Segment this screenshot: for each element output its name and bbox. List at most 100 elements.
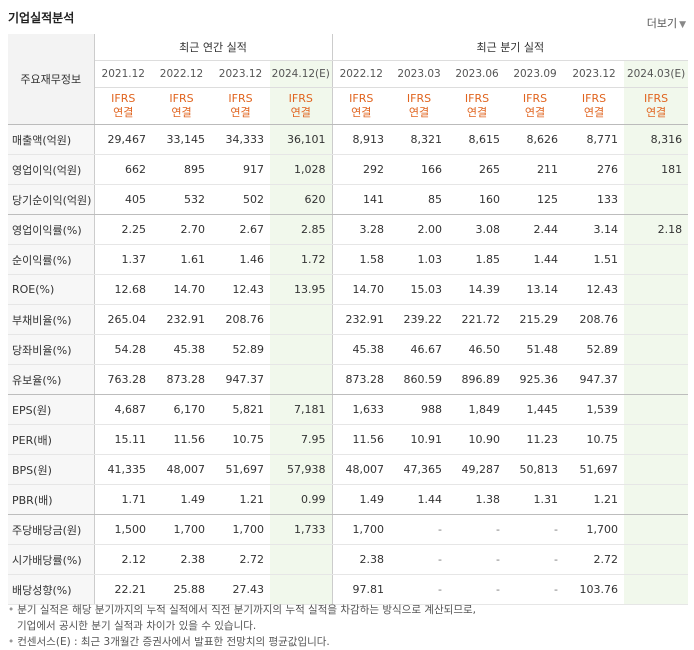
table-cell: 1.61 (152, 244, 211, 275)
row-label: PBR(배) (8, 484, 95, 515)
table-cell: 133 (564, 184, 625, 215)
table-row: 주당배당금(원) 1,500 1,700 1,700 1,733 1,700- - -1,70… (8, 514, 689, 545)
table-cell: 27.43 (211, 574, 270, 605)
table-cell (624, 364, 689, 395)
table-cell: 1,445 (506, 394, 565, 425)
consolidated-label: 연결 (524, 106, 546, 119)
table-cell: 125 (506, 184, 565, 215)
row-label: 주당배당금(원) (8, 514, 95, 545)
table-cell: 3.28 (332, 214, 391, 245)
table-cell: 15.11 (94, 424, 152, 455)
footnote-2: • 컨센서스(E) : 최근 3개월간 증권사에서 발표한 전망치의 평균값입니다… (8, 636, 330, 648)
table-cell: 85 (390, 184, 449, 215)
table-cell: 860.59 (390, 364, 449, 395)
table-cell: 13.95 (270, 274, 333, 305)
table-cell (270, 364, 333, 395)
table-cell: 1.85 (448, 244, 507, 275)
table-cell: 7,181 (270, 394, 333, 425)
table-cell: 12.43 (564, 274, 625, 305)
table-cell: 1,028 (270, 154, 333, 185)
table-cell: 1.38 (448, 484, 507, 515)
table-cell: 36,101 (270, 124, 333, 155)
ifrs-label: IFRS (169, 92, 194, 105)
table-cell: 52.89 (564, 334, 625, 365)
table-cell: 160 (448, 184, 507, 215)
table-cell: 1.31 (506, 484, 565, 515)
table-cell: 620 (270, 184, 333, 215)
row-label: BPS(원) (8, 454, 95, 485)
table-cell: 1,700 (332, 514, 391, 545)
row-label: PER(배) (8, 424, 95, 455)
table-cell: 4,687 (94, 394, 152, 425)
ifrs-basis-label: IFRS 연결 (270, 87, 333, 125)
ifrs-label: IFRS (349, 92, 374, 105)
table-cell: 1.44 (506, 244, 565, 275)
table-cell: 2.85 (270, 214, 333, 245)
table-cell (270, 544, 333, 575)
ifrs-label: IFRS (643, 92, 669, 105)
table-cell: 48,007 (332, 454, 391, 485)
table-cell: 3.08 (448, 214, 507, 245)
table-cell: 57,938 (270, 454, 333, 485)
table-cell: 988 (390, 394, 449, 425)
table-cell: 12.68 (94, 274, 152, 305)
consolidated-label: 연결 (113, 106, 134, 119)
table-cell: 239.22 (390, 304, 449, 335)
table-cell: 2.38 (152, 544, 211, 575)
ifrs-basis-label: IFRS 연결 (624, 87, 689, 125)
table-cell: 7.95 (270, 424, 333, 455)
table-cell: 925.36 (506, 364, 565, 395)
table-cell: 2.12 (94, 544, 152, 575)
table-row: PBR(배) 1.71 1.49 1.21 0.99 1.49 1.44 1.38 1.31 1.… (8, 484, 689, 515)
consolidated-label: 연결 (583, 106, 605, 119)
consolidated-label: 연결 (645, 106, 667, 119)
table-cell: 232.91 (332, 304, 391, 335)
table-cell: 1.49 (332, 484, 391, 515)
ifrs-basis-label: IFRS 연결 (332, 87, 391, 125)
label-column-header: 주요재무정보 (8, 34, 95, 125)
ifrs-basis-label: IFRS 연결 (564, 87, 625, 125)
table-cell: 1.58 (332, 244, 391, 275)
table-cell: 1.44 (390, 484, 449, 515)
ifrs-basis-label: IFRS 연결 (448, 87, 507, 125)
table-cell: 141 (332, 184, 391, 215)
table-cell: 103.76 (564, 574, 625, 605)
table-cell: 232.91 (152, 304, 211, 335)
table-cell: 1.37 (94, 244, 152, 275)
period-header: 2023.12 (211, 60, 270, 88)
table-cell: 97.81 (332, 574, 391, 605)
ifrs-label: IFRS (464, 92, 490, 105)
period-header: 2023.09 (506, 60, 565, 88)
table-row: 순이익률(%) 1.37 1.61 1.46 1.72 1.58 1.03 1.85 1.44 1… (8, 244, 689, 275)
table-row: 시가배당률(%) 2.12 2.38 2.72 2.38- - -2.72 (8, 544, 689, 575)
period-header: 2023.03 (390, 60, 449, 88)
row-label: 배당성향(%) (8, 574, 95, 605)
ifrs-label: IFRS (522, 92, 548, 105)
table-cell: 1,700 (211, 514, 270, 545)
table-cell: 8,615 (448, 124, 507, 155)
ifrs-label: IFRS (228, 92, 253, 105)
footnote-1-cont: 기업에서 공시한 분기 실적과 차이가 있을 수 있습니다. (17, 620, 257, 632)
table-cell: 1,633 (332, 394, 391, 425)
table-cell (270, 334, 333, 365)
table-cell: 208.76 (564, 304, 625, 335)
table-cell (624, 334, 689, 365)
row-label: 당좌비율(%) (8, 334, 95, 365)
table-cell: 1,733 (270, 514, 333, 545)
ifrs-basis-label: IFRS 연결 (390, 87, 449, 125)
table-cell: 34,333 (211, 124, 270, 155)
row-label: ROE(%) (8, 274, 95, 305)
table-cell: 896.89 (448, 364, 507, 395)
table-cell: 1.71 (94, 484, 152, 515)
more-label: 더보기 (646, 17, 678, 30)
more-link[interactable]: 더보기 ▼ (647, 15, 686, 31)
table-cell (624, 544, 689, 575)
table-cell: 3.14 (564, 214, 625, 245)
table-cell: 51.48 (506, 334, 565, 365)
table-cell: 10.75 (211, 424, 270, 455)
table-cell: 2.67 (211, 214, 270, 245)
section-title: 기업실적분석 (8, 11, 75, 25)
table-row: 당기순이익(억원) 405 532 502 620 141 85 160 125 133 (8, 184, 689, 215)
table-row: 영업이익률(%) 2.25 2.70 2.67 2.85 3.28 2.00 3.08 2.44… (8, 214, 689, 245)
